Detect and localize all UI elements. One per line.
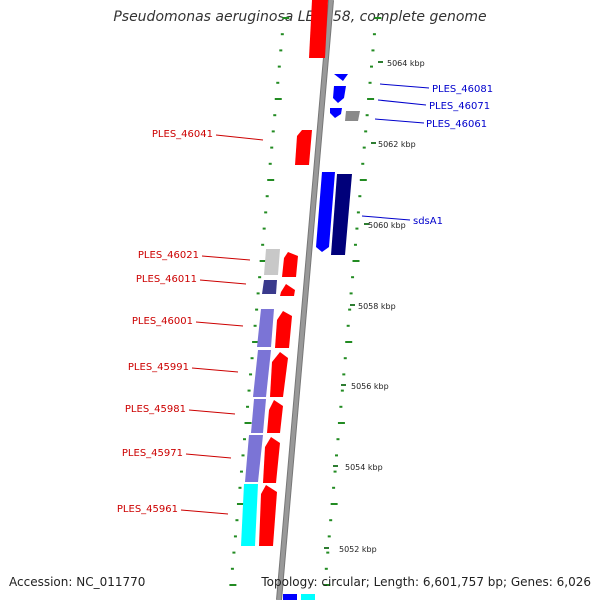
gene-label-ples-46041[interactable]: PLES_46041 [152, 129, 264, 141]
cds-ples-46061-b[interactable] [345, 111, 360, 121]
cds-ples-46071[interactable] [333, 86, 346, 103]
svg-text:PLES_45961: PLES_45961 [117, 504, 178, 515]
ruler-5054: 5054 kbp [333, 463, 383, 472]
ruler-5056: 5056 kbp [341, 382, 389, 391]
cds-ples-45991[interactable] [253, 350, 271, 397]
svg-text:PLES_45971: PLES_45971 [122, 448, 183, 459]
cds-sdsa1-b[interactable] [331, 174, 352, 255]
accession-text: Accession: NC_011770 [9, 575, 146, 589]
svg-text:PLES_46081: PLES_46081 [432, 84, 493, 95]
cds-ples-45971-b[interactable] [263, 437, 280, 483]
cds-ples-46081[interactable] [334, 74, 348, 81]
cds-ples-45971[interactable] [245, 435, 263, 482]
svg-text:PLES_46061: PLES_46061 [426, 119, 487, 130]
ruler-5052: 5052 kbp [324, 545, 377, 554]
svg-text:PLES_45991: PLES_45991 [128, 362, 189, 373]
gene-label-ples-46011[interactable]: PLES_46011 [136, 274, 247, 285]
ruler-tick-label: 5060 kbp [368, 221, 406, 230]
cds-ples-45981-b[interactable] [267, 400, 283, 433]
gene-label-ples-46061[interactable]: PLES_46061 [374, 118, 487, 130]
cds-ples-46021[interactable] [264, 249, 280, 275]
gene-label-ples-45991[interactable]: PLES_45991 [128, 362, 239, 373]
svg-text:PLES_46001: PLES_46001 [132, 316, 193, 327]
gene-label-ples-45981[interactable]: PLES_45981 [125, 404, 236, 415]
cds-ples-45981[interactable] [251, 399, 266, 433]
svg-text:PLES_46011: PLES_46011 [136, 274, 197, 285]
ruler-tick-label: 5058 kbp [358, 302, 396, 311]
svg-text:PLES_46071: PLES_46071 [429, 101, 490, 112]
cds-ples-46001-b[interactable] [275, 311, 292, 348]
cds-ples-46001[interactable] [257, 309, 274, 347]
cds-sdsa1[interactable] [316, 172, 335, 252]
cds-ples-46011-b[interactable] [280, 284, 295, 296]
cds-ples-46061[interactable] [330, 108, 342, 118]
ruler-5064: 5064 kbp [378, 59, 425, 68]
cds-bottom-partial-b[interactable] [301, 594, 315, 600]
cds-ples-46021-b[interactable] [282, 252, 298, 277]
genome-summary-text: Topology: circular; Length: 6,601,757 bp… [261, 575, 591, 589]
ruler-tick-label: 5062 kbp [378, 140, 416, 149]
ruler-tick-label: 5052 kbp [339, 545, 377, 554]
gene-label-ples-46001[interactable]: PLES_46001 [132, 316, 244, 327]
ruler-tick-label: 5054 kbp [345, 463, 383, 472]
cds-ples-46041[interactable] [295, 130, 312, 165]
cds-ples-46011[interactable] [262, 280, 277, 294]
svg-text:PLES_46021: PLES_46021 [138, 250, 199, 261]
ruler-tick-label: 5056 kbp [351, 382, 389, 391]
svg-text:PLES_45981: PLES_45981 [125, 404, 186, 415]
gene-label-ples-45971[interactable]: PLES_45971 [122, 448, 232, 459]
svg-text:PLES_46041: PLES_46041 [152, 129, 213, 140]
map-title: Pseudomonas aeruginosa LESB58, complete … [113, 9, 487, 25]
cds-bottom-partial[interactable] [283, 594, 297, 600]
cds-ples-45961-b[interactable] [259, 485, 277, 546]
gene-label-ples-46021[interactable]: PLES_46021 [138, 250, 251, 261]
gene-label-ples-45961[interactable]: PLES_45961 [117, 504, 229, 515]
cds-ples-45961[interactable] [241, 484, 258, 546]
ruler-5060: 5060 kbp [364, 221, 406, 230]
ruler-5058: 5058 kbp [350, 302, 396, 311]
gene-label-ples-46071[interactable]: PLES_46071 [377, 99, 490, 112]
svg-text:sdsA1: sdsA1 [413, 216, 443, 227]
ruler-5062: 5062 kbp [371, 140, 416, 149]
gene-label-ples-46081[interactable]: PLES_46081 [379, 83, 493, 95]
cds-ples-45991-b[interactable] [270, 352, 288, 397]
ruler-tick-label: 5064 kbp [387, 59, 425, 68]
genome-backbone [277, 0, 333, 600]
cds-top-partial[interactable] [309, 0, 328, 58]
gene-label-sdsa1[interactable]: sdsA1 [361, 215, 443, 227]
